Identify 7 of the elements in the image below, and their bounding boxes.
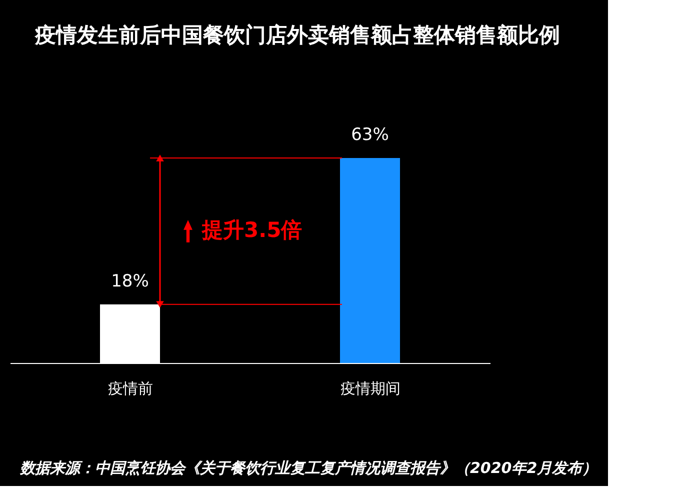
x-tick-label: 疫情期间 (340, 380, 400, 398)
data-label: 63% (351, 125, 389, 145)
x-tick-label: 疫情前 (108, 380, 153, 398)
source-note: 数据来源：中国烹饪协会《关于餐饮行业复工复产情况调查报告》（2020年2月发布） (19, 459, 598, 477)
chart-title: 疫情发生前后中国餐饮门店外卖销售额占整体销售额比例 (34, 23, 560, 47)
data-label: 18% (111, 271, 149, 292)
annotation: 提升3.5倍 (201, 218, 302, 242)
